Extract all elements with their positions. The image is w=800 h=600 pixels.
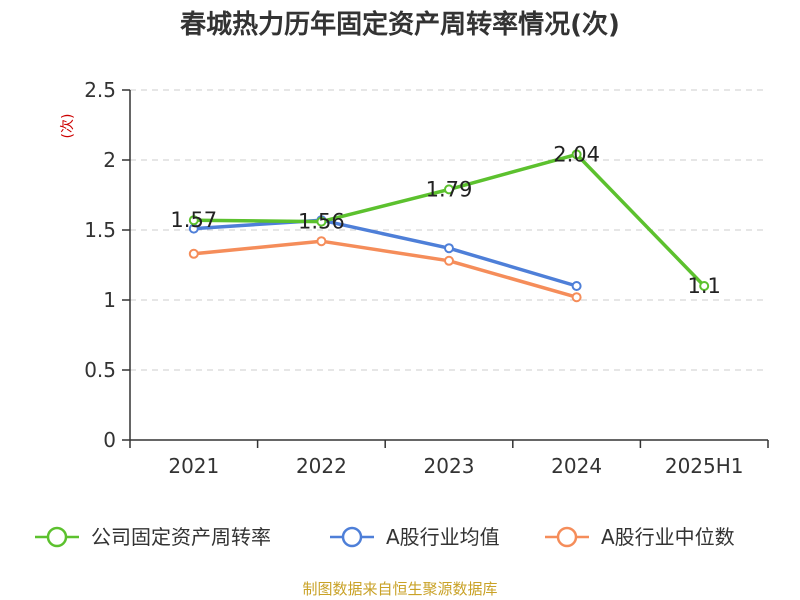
- y-tick-label: 0: [103, 428, 116, 452]
- legend-label: A股行业中位数: [601, 525, 735, 549]
- data-point: [444, 243, 454, 254]
- series: [188, 149, 710, 303]
- y-axis-label: (次): [60, 114, 76, 139]
- legend-label: A股行业均值: [386, 525, 500, 549]
- series-line: [192, 218, 579, 288]
- x-tick-label: 2025H1: [665, 454, 744, 478]
- x-tick-label: 2023: [424, 454, 475, 478]
- x-tick-label: 2022: [296, 454, 347, 478]
- y-tick-label: 1: [103, 288, 116, 312]
- data-point: [444, 184, 454, 195]
- data-label: 1.1: [687, 274, 720, 298]
- data-point: [188, 248, 199, 259]
- legend-label: 公司固定资产周转率: [91, 525, 271, 549]
- data-point: [571, 281, 582, 291]
- x-tick-label: 2024: [551, 454, 602, 478]
- data-labels: 1.57 1.56 1.79 2.04 1.1: [170, 142, 720, 298]
- y-tick-label: 1.5: [84, 218, 116, 242]
- series-line: [192, 239, 579, 299]
- y-tick-label: 0.5: [84, 358, 116, 382]
- x-tick-label: 2021: [168, 454, 219, 478]
- data-point: [699, 281, 710, 291]
- data-label: 1.57: [170, 208, 217, 232]
- legend-marker: [556, 526, 578, 548]
- chart-title: 春城热力历年固定资产周转率情况(次): [180, 9, 620, 40]
- data-point: [571, 292, 582, 303]
- data-point: [316, 216, 327, 227]
- data-label: 2.04: [553, 142, 600, 166]
- series-line: [192, 152, 706, 288]
- legend-marker: [46, 526, 68, 548]
- data-label: 1.79: [426, 177, 473, 201]
- data-point: [316, 236, 327, 247]
- legend: 公司固定资产周转率 A股行业均值 A股行业中位数: [35, 525, 735, 549]
- data-point: [444, 255, 454, 266]
- y-tick-label: 2.5: [84, 78, 116, 102]
- grid: [130, 89, 768, 371]
- axes: 0 0.5 1 1.5 2 2.5 2021 2022 2023 2024 2025H1: [84, 78, 769, 478]
- legend-marker: [341, 526, 363, 548]
- data-point: [188, 215, 199, 226]
- y-tick-label: 2: [103, 148, 116, 172]
- data-label: 1.56: [298, 210, 345, 234]
- data-point: [571, 149, 582, 160]
- source-note: 制图数据来自恒生聚源数据库: [302, 580, 497, 598]
